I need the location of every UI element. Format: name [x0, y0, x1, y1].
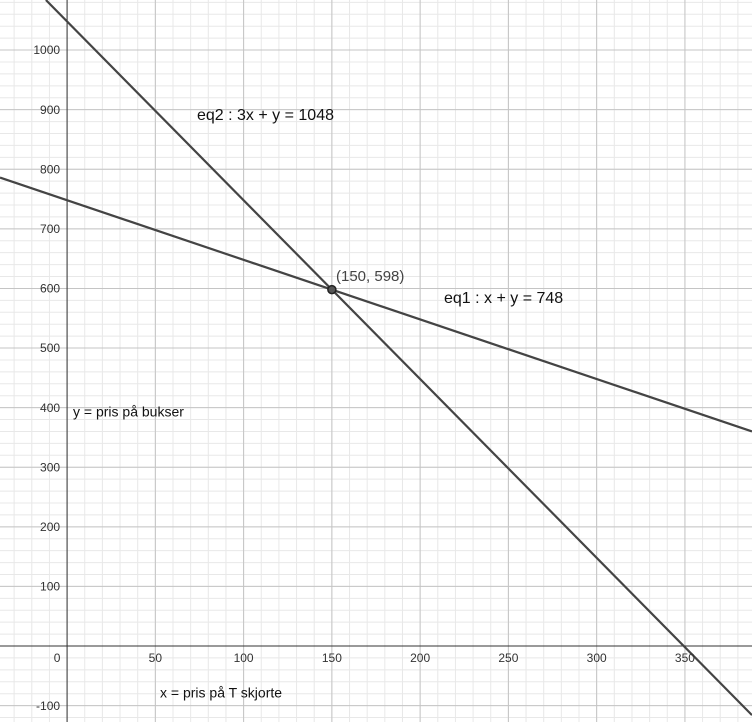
- point-label: (150, 598): [336, 268, 404, 285]
- equation-label: eq2 : 3x + y = 1048: [197, 107, 334, 124]
- x-tick-label: 0: [54, 651, 61, 665]
- y-tick-label: 800: [40, 162, 60, 176]
- y-tick-label: 900: [40, 103, 60, 117]
- equation-label: eq1 : x + y = 748: [444, 290, 563, 307]
- x-tick-label: 350: [675, 651, 695, 665]
- x-tick-label: 150: [322, 651, 342, 665]
- y-tick-label: 100: [40, 580, 60, 594]
- x-tick-label: 300: [587, 651, 607, 665]
- y-axis-title: y = pris på bukser: [73, 404, 184, 420]
- x-tick-label: 50: [149, 651, 163, 665]
- equation-line: [0, 176, 752, 433]
- y-tick-label: 700: [40, 222, 60, 236]
- y-tick-label: 400: [40, 401, 60, 415]
- y-tick-label: 200: [40, 520, 60, 534]
- y-tick-label: 300: [40, 460, 60, 474]
- intersection-point: [327, 284, 337, 295]
- y-tick-label: -100: [36, 699, 60, 713]
- x-axis-title: x = pris på T skjorte: [160, 685, 282, 701]
- equation-line: [45, 0, 752, 716]
- y-tick-label: 500: [40, 341, 60, 355]
- y-tick-label: 1000: [33, 43, 60, 57]
- x-tick-label: 100: [234, 651, 254, 665]
- y-tick-label: 600: [40, 282, 60, 296]
- x-tick-label: 250: [498, 651, 518, 665]
- x-tick-label: 200: [410, 651, 430, 665]
